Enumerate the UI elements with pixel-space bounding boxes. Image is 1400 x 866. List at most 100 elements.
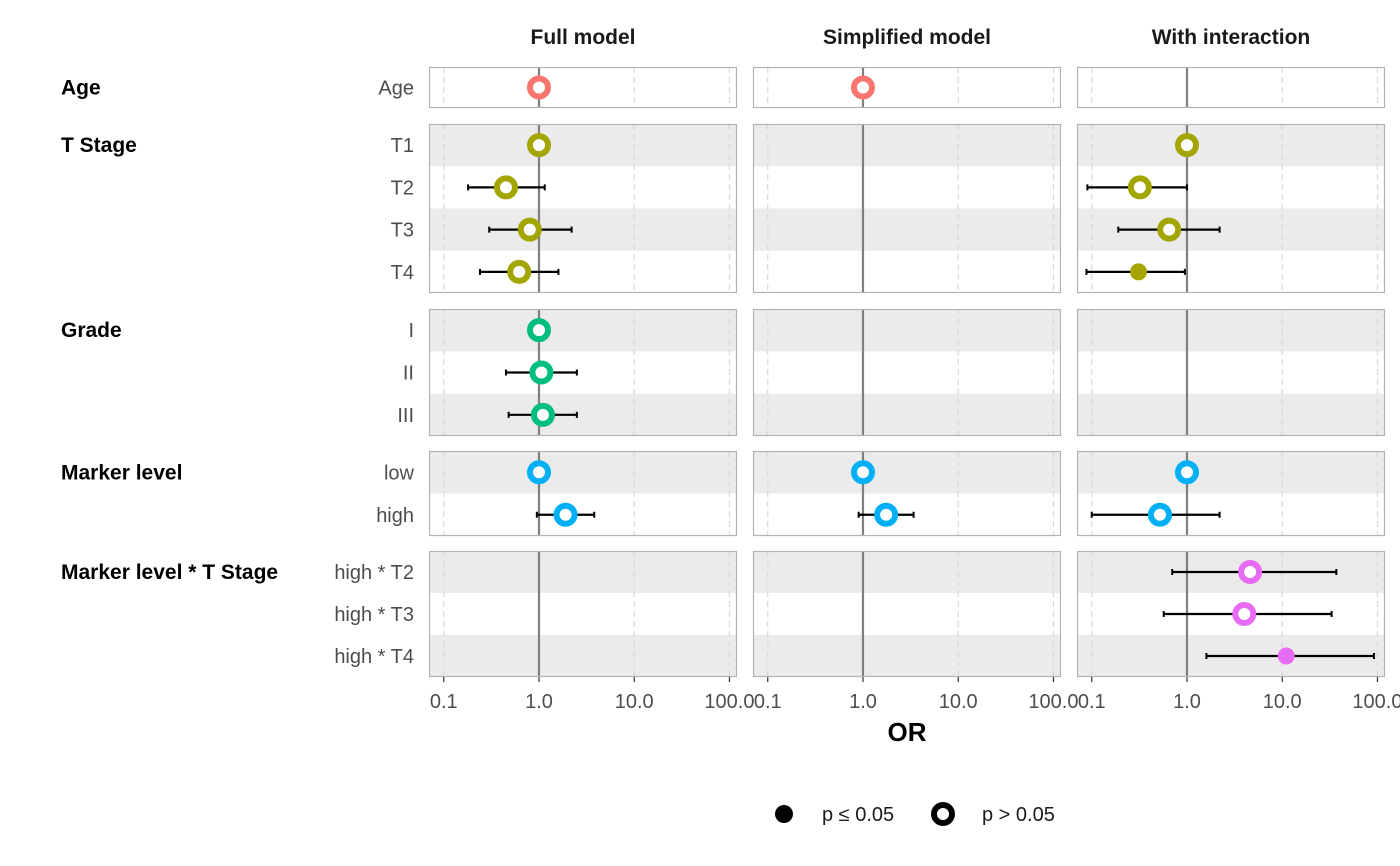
row-shading (753, 393, 1061, 436)
facet-title-with-interaction: With interaction (1152, 26, 1310, 49)
level-label-t1: T1 (391, 135, 414, 157)
panel-full-model-grade (428, 308, 738, 437)
row-shading (753, 635, 1061, 677)
estimate-simplified-model-high-point (874, 502, 899, 527)
panel-border (752, 308, 1062, 437)
row-shading (753, 309, 1061, 352)
row-shading (429, 451, 737, 494)
level-label-high-t3: high * T3 (334, 604, 414, 626)
panel-background (753, 67, 1061, 108)
x-tick-label: 10.0 (939, 691, 978, 713)
row-shading (429, 551, 737, 593)
estimate-with-interaction-high-t3-point (1232, 602, 1257, 626)
estimate-with-interaction-t3-point (1157, 217, 1182, 242)
legend-label-significant: p ≤ 0.05 (822, 804, 894, 826)
variable-label-marker-level-t-stage: Marker level * T Stage (61, 561, 278, 584)
estimate-full-model-age-point (526, 75, 551, 100)
panel-border (428, 550, 738, 678)
estimate-simplified-model-age-point (850, 75, 875, 100)
row-shading (1077, 393, 1385, 436)
panel-border (752, 550, 1062, 678)
level-label-t4: T4 (391, 262, 414, 284)
x-tick-label: 1.0 (1173, 691, 1201, 713)
panel-simplified-model-marker-level-t-stage (752, 550, 1062, 678)
panel-border (752, 123, 1062, 294)
facet-title-simplified-model: Simplified model (823, 26, 991, 49)
x-tick-label: 100.0 (704, 691, 754, 713)
panel-with-interaction-age (1076, 66, 1386, 109)
panel-border (1076, 123, 1386, 294)
panel-border (1076, 308, 1386, 437)
estimate-with-interaction-high-t4-point (1277, 647, 1295, 665)
estimate-full-model-high-point (553, 502, 578, 527)
panel-with-interaction-marker-level (1076, 450, 1386, 537)
row-shading (1077, 451, 1385, 494)
x-tick-label: 1.0 (525, 691, 553, 713)
level-label-high-t2: high * T2 (334, 562, 414, 584)
estimate-full-model-t4-point (507, 259, 532, 284)
panel-border (428, 66, 738, 109)
panel-border (1076, 66, 1386, 109)
panel-border (752, 450, 1062, 537)
panel-border (428, 450, 738, 537)
x-tick-label: 1.0 (849, 691, 877, 713)
estimate-full-model-t1-point (526, 133, 551, 158)
estimate-with-interaction-high-t2-point (1238, 560, 1263, 584)
row-shading (753, 451, 1061, 494)
panel-border (1076, 550, 1386, 678)
level-label-low: low (384, 462, 415, 484)
estimate-with-interaction-t2-point (1127, 175, 1152, 200)
variable-label-t-stage: T Stage (61, 134, 137, 157)
panel-full-model-t-stage (428, 123, 738, 294)
panel-simplified-model-grade (752, 308, 1062, 437)
level-label-age: Age (378, 78, 414, 100)
estimate-full-model-low-point (526, 460, 551, 485)
legend-key-filled-circle (775, 805, 793, 823)
estimate-full-model-t2-point (493, 175, 518, 200)
panel-border (1076, 450, 1386, 537)
row-shading (1077, 309, 1385, 352)
level-label-iii: III (397, 405, 414, 427)
level-label-i: I (408, 320, 414, 342)
panel-simplified-model-age (752, 66, 1062, 109)
panel-full-model-marker-level (428, 450, 738, 537)
x-tick-label: 100.0 (1352, 691, 1400, 713)
estimate-simplified-model-low-point (850, 460, 875, 485)
x-tick-label: 10.0 (615, 691, 654, 713)
row-shading (429, 309, 737, 352)
panel-border (428, 123, 738, 294)
panel-border (428, 308, 738, 437)
estimate-with-interaction-t1-point (1174, 133, 1199, 158)
estimate-full-model-iii-point (530, 402, 555, 427)
estimate-full-model-i-point (526, 318, 551, 343)
level-label-t2: T2 (391, 177, 414, 199)
x-axis-title: OR (888, 717, 927, 747)
row-shading (429, 635, 737, 677)
estimate-with-interaction-t4-point (1130, 263, 1148, 281)
estimate-full-model-ii-point (529, 360, 554, 385)
row-shading (753, 208, 1061, 251)
panel-with-interaction-grade (1076, 308, 1386, 437)
x-tick-label: 0.1 (1078, 691, 1106, 713)
level-label-ii: II (403, 363, 414, 385)
row-shading (1077, 124, 1385, 167)
x-tick-label: 0.1 (430, 691, 458, 713)
row-shading (429, 393, 737, 436)
row-shading (753, 124, 1061, 167)
panel-with-interaction-t-stage (1076, 123, 1386, 294)
panel-background (1077, 67, 1385, 108)
variable-label-marker-level: Marker level (61, 461, 182, 484)
level-label-t3: T3 (391, 220, 414, 242)
estimate-full-model-t3-point (517, 217, 542, 242)
row-shading (429, 124, 737, 167)
level-label-high-t4: high * T4 (334, 646, 414, 668)
panel-simplified-model-t-stage (752, 123, 1062, 294)
facet-title-full-model: Full model (531, 26, 636, 49)
panel-simplified-model-marker-level (752, 450, 1062, 537)
legend-label-not-significant: p > 0.05 (982, 804, 1055, 826)
row-shading (429, 208, 737, 251)
variable-label-age: Age (61, 77, 101, 100)
panel-full-model-marker-level-t-stage (428, 550, 738, 678)
legend-key-ring (931, 802, 955, 826)
